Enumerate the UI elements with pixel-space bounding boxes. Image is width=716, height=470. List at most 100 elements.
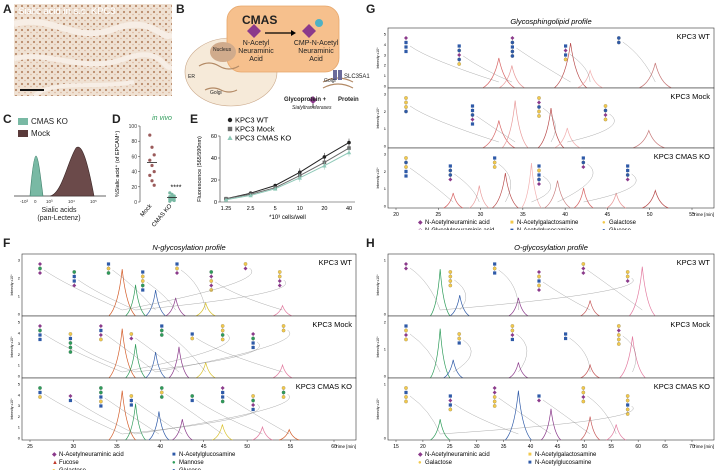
glcnac-icon — [141, 270, 145, 274]
glycan-structure-icon — [281, 386, 286, 399]
d-significance: **** — [171, 184, 182, 191]
glcnac-icon — [493, 156, 497, 160]
x-tick-label: 25 — [436, 212, 442, 218]
d-ytick-label: 100 — [129, 124, 138, 130]
annotation-connector — [531, 175, 551, 203]
x-tick-label: 70 — [689, 444, 695, 450]
glycan-structure-icon — [220, 324, 225, 342]
chromatogram-peak — [554, 42, 588, 89]
e-point — [322, 155, 327, 159]
chromatogram-peak — [279, 428, 300, 441]
x-tick-label: 65 — [662, 444, 668, 450]
e-xtick-label: 5 — [274, 206, 277, 212]
glycan-structure-icon — [470, 104, 475, 126]
c-tick-3: 10⁴ — [68, 199, 75, 204]
legend-symbol: ■ — [172, 452, 176, 458]
x-tick-label: 50 — [582, 444, 588, 450]
hexose-icon — [448, 274, 453, 279]
track-ytick: 0 — [384, 436, 387, 441]
glycan-structure-icon — [603, 104, 608, 122]
track-ytick: 1 — [384, 73, 387, 78]
x-unit: Time [min] — [335, 444, 356, 449]
legend-symbol: ● — [172, 468, 176, 470]
legend-symbol: ■ — [510, 228, 514, 230]
chart-g: Glycosphingolipid profile KPC3 WT Intensit… — [376, 17, 715, 230]
glcnac-icon — [251, 407, 255, 412]
track-ytick: 5 — [18, 382, 21, 387]
glycan-structure-icon — [281, 324, 286, 333]
galactose-icon — [159, 390, 164, 395]
glcnac-icon — [510, 337, 514, 342]
product-line-3: Acid — [309, 56, 323, 63]
golgi-label: Golgi — [210, 90, 222, 96]
neu5ac-icon — [625, 177, 630, 182]
chromatogram-title: O-glycosylation profile — [514, 243, 588, 252]
glycan-structure-icon — [617, 36, 621, 45]
neu5ac-icon — [38, 271, 42, 275]
d-ytick-label: 40 — [131, 170, 137, 176]
c-tick-2: 10³ — [46, 199, 53, 204]
glycan-structure-icon — [404, 324, 408, 342]
d-ytick-label: 0 — [134, 200, 137, 206]
galactose-icon — [404, 156, 408, 160]
glycan-structure-icon — [159, 324, 164, 337]
chromatogram-peak — [195, 362, 216, 379]
glycan-structure-icon — [190, 394, 195, 403]
hexose-icon — [220, 333, 225, 337]
hexose-icon — [209, 270, 214, 274]
track-ytick: 1 — [384, 258, 387, 263]
legend-symbol: ● — [418, 460, 422, 466]
e-series-line — [225, 147, 350, 200]
chart-e: 0 20 40 60 1.25 2.5 5 10 20 40 *10³ cells/well Fluo… — [197, 116, 355, 221]
glcnac-icon — [564, 332, 568, 336]
chromatogram-peak — [619, 336, 646, 379]
c-xlabel: Sialic acids (pan-Lectenz) — [24, 207, 94, 223]
x-tick-label: 55 — [608, 444, 614, 450]
e-ytick-label: 40 — [211, 156, 217, 162]
glcnac-icon — [129, 403, 133, 407]
galactose-icon — [492, 160, 497, 165]
annotation-connector — [180, 269, 206, 311]
annotation-connector — [409, 267, 441, 311]
panel-label-e: E — [190, 112, 199, 126]
glycan-structure-icon — [159, 386, 164, 399]
glycan-structure-icon — [251, 394, 256, 412]
track-name: KPC3 Mock — [312, 320, 352, 329]
product-line-2: Neuraminic — [298, 48, 334, 55]
glycan-structure-icon — [510, 36, 515, 58]
c-xlabel-1: Sialic acids — [41, 207, 77, 214]
neu5ac-icon — [603, 113, 608, 117]
hexose-icon — [68, 345, 73, 350]
legend-symbol: ▲ — [52, 460, 58, 466]
hexose-icon — [510, 40, 515, 45]
neu5ac-icon — [38, 262, 42, 266]
hexose-icon — [470, 113, 475, 117]
chromatogram-peak — [628, 266, 656, 317]
track-ylabel: Intensity x10⁶ — [376, 398, 380, 420]
track-ytick: 2 — [18, 352, 21, 357]
x-tick-label: 25 — [27, 444, 33, 450]
e-legend-label: KPC3 CMAS KO — [235, 134, 291, 143]
glycan-structure-icon — [404, 96, 408, 114]
track-ytick: 3 — [384, 52, 387, 57]
legend-label: N-Glycolylneuraminic acid — [425, 228, 494, 230]
glcnac-icon — [106, 262, 111, 266]
chromatogram-peak — [168, 346, 190, 379]
annotation-connector — [569, 337, 591, 373]
chromatogram-peak — [606, 424, 627, 441]
glcnac-icon — [537, 279, 541, 283]
track-ytick: 1 — [18, 294, 21, 299]
hexose-icon — [510, 324, 515, 328]
legend-label: Glucose — [179, 468, 202, 470]
galactose-icon — [457, 332, 462, 336]
galactose-icon — [404, 386, 408, 390]
hexose-icon — [537, 177, 541, 182]
chromatogram-peak — [125, 403, 146, 441]
chromatogram-track — [387, 253, 715, 317]
galactose-icon — [625, 394, 630, 398]
x-tick-label: 50 — [244, 444, 250, 450]
nucleus-label: Nucleus — [213, 47, 232, 53]
glcnac-icon — [99, 404, 103, 408]
c-tick-4: 10⁵ — [90, 199, 97, 204]
galactose-icon — [492, 266, 497, 271]
